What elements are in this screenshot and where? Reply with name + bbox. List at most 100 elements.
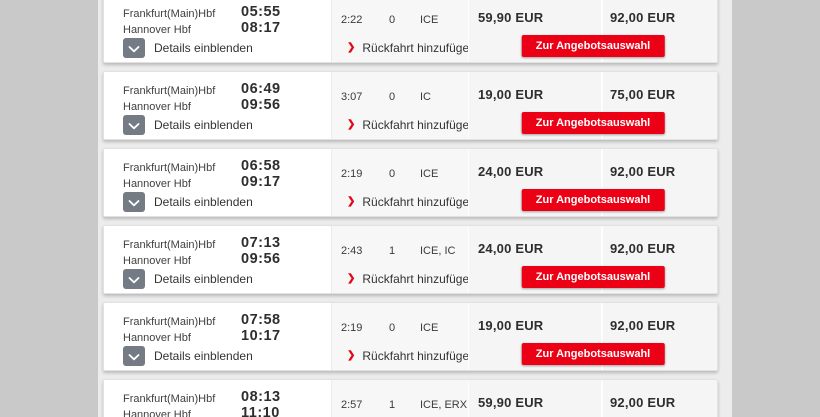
saver-price: 24,00 EUR: [478, 164, 544, 179]
details-row: Details einblenden: [123, 346, 253, 366]
connection-row: Frankfurt(Main)Hbf Hannover Hbf 07:13 09…: [103, 225, 718, 294]
flex-price: 92,00 EUR: [610, 395, 676, 410]
add-return-link[interactable]: ❯ Rückfahrt hinzufügen: [347, 195, 476, 209]
train-products: ICE, IC: [420, 245, 456, 257]
results-list: Frankfurt(Main)Hbf Hannover Hbf 05:55 08…: [103, 0, 718, 417]
times: 05:55 08:17: [241, 4, 281, 36]
add-return-label: Rückfahrt hinzufügen: [362, 195, 476, 209]
offer-selection-button[interactable]: Zur Angebotsauswahl: [521, 266, 665, 288]
chevron-right-icon: ❯: [347, 273, 356, 284]
times: 06:58 09:17: [241, 158, 281, 190]
chevron-down-icon: [128, 349, 140, 364]
departure-station: Frankfurt(Main)Hbf: [123, 316, 216, 328]
departure-station: Frankfurt(Main)Hbf: [123, 239, 216, 251]
chevron-down-icon: [128, 272, 140, 287]
price-section: 19,00 EUR 75,00 EUR Zur Angebotsauswahl: [468, 72, 717, 139]
details-toggle-button[interactable]: [123, 269, 145, 289]
connection-attributes: 2:22 0 ICE ❯ Rückfahrt hinzufügen: [331, 0, 476, 62]
results-column: Frankfurt(Main)Hbf Hannover Hbf 05:55 08…: [98, 0, 732, 417]
details-toggle-button[interactable]: [123, 346, 145, 366]
connection-row: Frankfurt(Main)Hbf Hannover Hbf 07:58 10…: [103, 302, 718, 371]
saver-price: 24,00 EUR: [478, 241, 544, 256]
details-toggle-label[interactable]: Details einblenden: [154, 349, 253, 363]
times: 07:13 09:56: [241, 235, 281, 267]
connection-overview: Frankfurt(Main)Hbf Hannover Hbf 06:58 09…: [104, 149, 331, 216]
duration-value: 2:19: [341, 168, 363, 180]
arrival-station: Hannover Hbf: [123, 100, 191, 113]
departure-station: Frankfurt(Main)Hbf: [123, 162, 216, 174]
chevron-right-icon: ❯: [347, 42, 356, 53]
times: 06:49 09:56: [241, 81, 281, 113]
connection-overview: Frankfurt(Main)Hbf Hannover Hbf 05:55 08…: [104, 0, 331, 62]
details-row: Details einblenden: [123, 115, 253, 135]
connection-row: Frankfurt(Main)Hbf Hannover Hbf 06:49 09…: [103, 71, 718, 140]
details-toggle-button[interactable]: [123, 38, 145, 58]
departure-time: 07:13: [241, 235, 281, 251]
offer-selection-button[interactable]: Zur Angebotsauswahl: [521, 35, 665, 57]
arrival-time: 09:17: [241, 174, 281, 190]
saver-price: 19,00 EUR: [478, 318, 544, 333]
offer-selection-button[interactable]: Zur Angebotsauswahl: [521, 343, 665, 365]
details-toggle-label[interactable]: Details einblenden: [154, 41, 253, 55]
chevron-down-icon: [128, 41, 140, 56]
saver-price: 59,90 EUR: [478, 10, 544, 25]
transfers-count: 0: [389, 322, 396, 334]
stations: Frankfurt(Main)Hbf Hannover Hbf: [123, 7, 238, 38]
arrival-time: 11:10: [241, 405, 280, 417]
connection-attributes: 2:19 0 ICE ❯ Rückfahrt hinzufügen: [331, 303, 476, 370]
departure-time: 07:58: [241, 312, 281, 328]
price-section: 59,90 EUR 92,00 EUR Zur Angebotsauswahl: [468, 380, 717, 417]
arrival-time: 10:17: [241, 328, 281, 344]
add-return-label: Rückfahrt hinzufügen: [362, 41, 476, 55]
add-return-label: Rückfahrt hinzufügen: [362, 349, 476, 363]
arrival-station: Hannover Hbf: [123, 408, 191, 417]
details-row: Details einblenden: [123, 269, 253, 289]
transfers-count: 0: [389, 14, 396, 26]
details-toggle-button[interactable]: [123, 115, 145, 135]
add-return-label: Rückfahrt hinzufügen: [362, 272, 476, 286]
times: 07:58 10:17: [241, 312, 281, 344]
stations: Frankfurt(Main)Hbf Hannover Hbf: [123, 161, 238, 192]
offer-selection-button[interactable]: Zur Angebotsauswahl: [521, 189, 665, 211]
details-toggle-label[interactable]: Details einblenden: [154, 272, 253, 286]
details-toggle-label[interactable]: Details einblenden: [154, 118, 253, 132]
arrival-station: Hannover Hbf: [123, 331, 191, 344]
details-toggle-button[interactable]: [123, 192, 145, 212]
transfers-count: 0: [389, 91, 396, 103]
transfers-count: 1: [389, 399, 396, 411]
duration-value: 3:07: [341, 91, 363, 103]
arrival-time: 09:56: [241, 251, 281, 267]
add-return-link[interactable]: ❯ Rückfahrt hinzufügen: [347, 272, 476, 286]
chevron-down-icon: [128, 195, 140, 210]
offer-selection-button[interactable]: Zur Angebotsauswahl: [521, 112, 665, 134]
train-products: ICE: [420, 14, 439, 26]
connection-attributes: 2:43 1 ICE, IC ❯ Rückfahrt hinzufügen: [331, 226, 476, 293]
departure-station: Frankfurt(Main)Hbf: [123, 85, 216, 97]
add-return-link[interactable]: ❯ Rückfahrt hinzufügen: [347, 349, 476, 363]
arrival-time: 08:17: [241, 20, 281, 36]
connection-overview: Frankfurt(Main)Hbf Hannover Hbf 08:13 11…: [104, 380, 331, 417]
details-row: Details einblenden: [123, 38, 253, 58]
duration-value: 2:22: [341, 14, 363, 26]
stations: Frankfurt(Main)Hbf Hannover Hbf: [123, 84, 238, 115]
flex-price: 75,00 EUR: [610, 87, 676, 102]
departure-time: 08:13: [241, 389, 281, 405]
connection-overview: Frankfurt(Main)Hbf Hannover Hbf 07:58 10…: [104, 303, 331, 370]
connection-row: Frankfurt(Main)Hbf Hannover Hbf 05:55 08…: [103, 0, 718, 63]
departure-station: Frankfurt(Main)Hbf: [123, 8, 216, 20]
connection-row: Frankfurt(Main)Hbf Hannover Hbf 08:13 11…: [103, 379, 718, 417]
transfers-count: 0: [389, 168, 396, 180]
saver-price: 19,00 EUR: [478, 87, 544, 102]
flex-price: 92,00 EUR: [610, 164, 676, 179]
add-return-link[interactable]: ❯ Rückfahrt hinzufügen: [347, 41, 476, 55]
connection-attributes: 2:19 0 ICE ❯ Rückfahrt hinzufügen: [331, 149, 476, 216]
details-toggle-label[interactable]: Details einblenden: [154, 195, 253, 209]
departure-time: 05:55: [241, 4, 281, 20]
price-section: 59,90 EUR 92,00 EUR Zur Angebotsauswahl: [468, 0, 717, 62]
flex-price: 92,00 EUR: [610, 241, 676, 256]
arrival-time: 09:56: [241, 97, 281, 113]
duration-value: 2:19: [341, 322, 363, 334]
add-return-link[interactable]: ❯ Rückfahrt hinzufügen: [347, 118, 476, 132]
times: 08:13 11:10: [241, 389, 281, 417]
chevron-right-icon: ❯: [347, 119, 356, 130]
